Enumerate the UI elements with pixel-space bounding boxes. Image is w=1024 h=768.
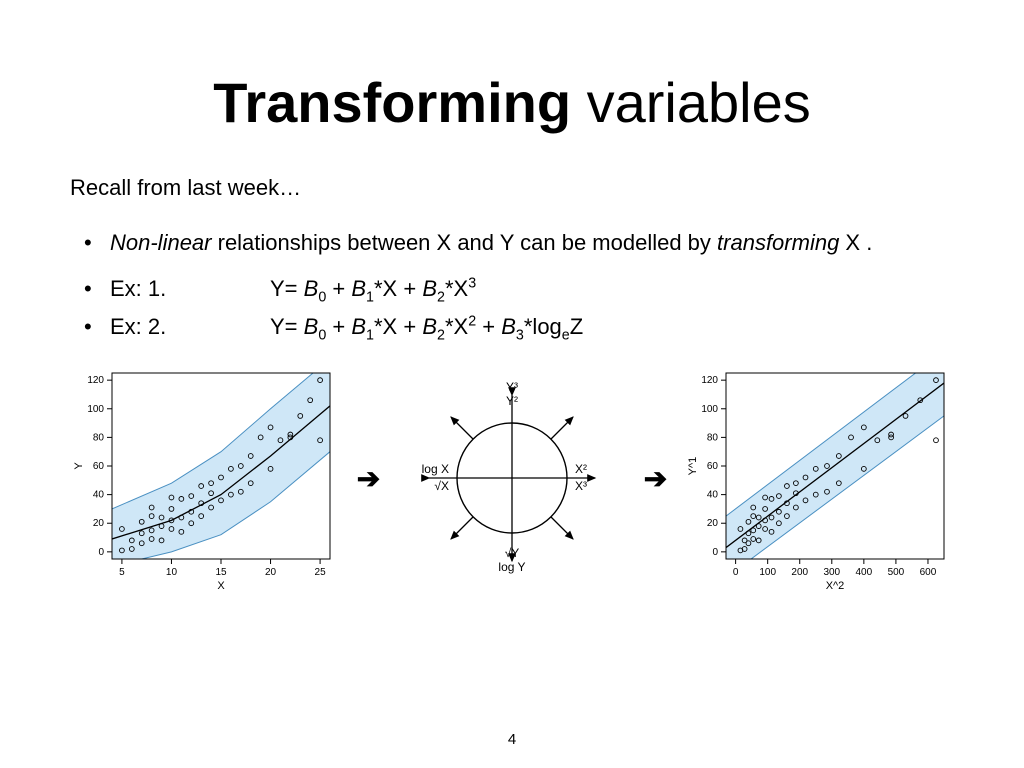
svg-text:60: 60 — [93, 461, 105, 472]
svg-text:60: 60 — [707, 461, 719, 472]
arrow-icon: ➔ — [353, 462, 384, 495]
bullet-main-tail: X . — [839, 230, 872, 255]
tukey-bulge-diagram: Y³Y² √Ylog Y log X √X X² X³ — [397, 363, 627, 593]
bullet-main-italic2: transforming — [717, 230, 839, 255]
figure-row: 5 10 15 20 25 0 20 40 60 80 100 120 X Y ➔ Y³Y² √Ylog Y… — [70, 363, 954, 593]
arrow-icon: ➔ — [640, 462, 671, 495]
svg-text:X³: X³ — [575, 479, 587, 493]
svg-text:X²: X² — [575, 462, 587, 476]
svg-text:√X: √X — [434, 479, 449, 493]
svg-text:15: 15 — [215, 567, 227, 578]
svg-text:√Y: √Y — [505, 546, 520, 560]
svg-text:Y²: Y² — [506, 394, 518, 408]
svg-text:log Y: log Y — [498, 560, 525, 574]
scatter-chart-left: 5 10 15 20 25 0 20 40 60 80 100 120 X Y — [70, 363, 340, 593]
svg-text:100: 100 — [759, 567, 776, 578]
svg-text:25: 25 — [315, 567, 327, 578]
example-2: Ex: 2. Y= B0 + B1*X + B2*X2 + B3*logeZ — [70, 313, 954, 345]
svg-text:500: 500 — [888, 567, 905, 578]
svg-text:40: 40 — [93, 490, 105, 501]
svg-text:5: 5 — [119, 567, 125, 578]
svg-text:Y^1: Y^1 — [687, 457, 699, 476]
svg-text:200: 200 — [791, 567, 808, 578]
svg-text:120: 120 — [87, 375, 104, 386]
svg-text:Y: Y — [73, 462, 85, 470]
svg-text:0: 0 — [733, 567, 739, 578]
recall-text: Recall from last week… — [70, 175, 954, 201]
slide: Transforming variables Recall from last … — [0, 0, 1024, 768]
svg-text:0: 0 — [98, 547, 104, 558]
svg-text:X: X — [217, 580, 225, 592]
svg-text:300: 300 — [823, 567, 840, 578]
svg-text:0: 0 — [712, 547, 718, 558]
svg-text:20: 20 — [93, 518, 105, 529]
bullet-main-mid: relationships between X and Y can be mod… — [212, 230, 718, 255]
title-rest: variables — [571, 71, 811, 134]
svg-text:X^2: X^2 — [826, 580, 845, 592]
bullet-main-italic1: Non-linear — [110, 230, 212, 255]
svg-text:20: 20 — [707, 518, 719, 529]
slide-title: Transforming variables — [70, 70, 954, 135]
ex2-label: Ex: 2. — [110, 313, 230, 345]
svg-text:100: 100 — [701, 404, 718, 415]
svg-text:100: 100 — [87, 404, 104, 415]
ex1-equation: Y= B0 + B1*X + B2*X3 — [270, 275, 954, 307]
title-bold: Transforming — [213, 71, 571, 134]
svg-text:80: 80 — [93, 432, 105, 443]
svg-text:400: 400 — [856, 567, 873, 578]
scatter-chart-right: 0 100 200 300 400 500 600 0 20 40 60 80 100 120 X^2 Y^1 — [684, 363, 954, 593]
bullet-list: Non-linear relationships between X and Y… — [70, 229, 954, 257]
svg-text:120: 120 — [701, 375, 718, 386]
ex1-label: Ex: 1. — [110, 275, 230, 307]
example-1: Ex: 1. Y= B0 + B1*X + B2*X3 — [70, 275, 954, 307]
svg-text:10: 10 — [166, 567, 178, 578]
svg-text:20: 20 — [265, 567, 277, 578]
svg-text:80: 80 — [707, 432, 719, 443]
ex2-equation: Y= B0 + B1*X + B2*X2 + B3*logeZ — [270, 313, 954, 345]
svg-text:log X: log X — [422, 462, 449, 476]
example-list: Ex: 1. Y= B0 + B1*X + B2*X3 Ex: 2. Y= B0… — [70, 275, 954, 346]
svg-text:600: 600 — [920, 567, 937, 578]
svg-text:Y³: Y³ — [506, 380, 518, 394]
svg-text:40: 40 — [707, 490, 719, 501]
bullet-main: Non-linear relationships between X and Y… — [70, 229, 954, 257]
page-number: 4 — [0, 731, 1024, 748]
